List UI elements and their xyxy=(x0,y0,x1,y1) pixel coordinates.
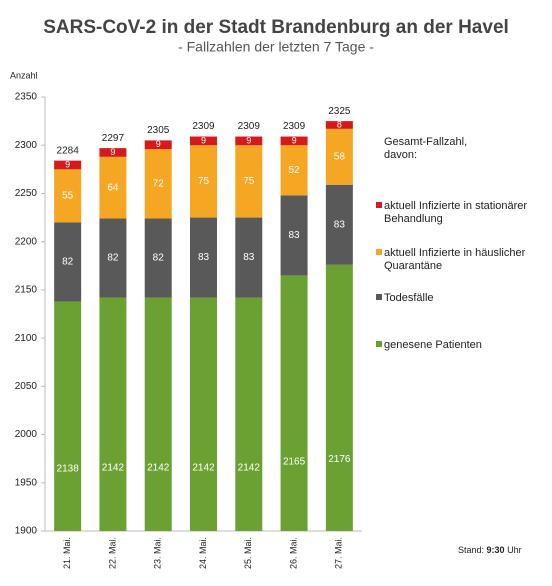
legend-label: genesene Patienten xyxy=(384,339,482,351)
legend-swatch xyxy=(376,294,382,300)
data-label: 82 xyxy=(62,257,74,268)
bar-segment xyxy=(99,297,127,531)
footnote-suffix: Uhr xyxy=(507,545,522,555)
data-label: 9 xyxy=(246,135,251,145)
bar-segment xyxy=(280,145,308,196)
data-label: 64 xyxy=(107,182,119,193)
y-tick-label: 2350 xyxy=(15,92,38,103)
data-label: 2142 xyxy=(238,463,261,474)
footnote-prefix: Stand: xyxy=(458,545,484,555)
data-label: 2165 xyxy=(283,457,306,468)
data-label: 2176 xyxy=(328,454,351,465)
data-label: 52 xyxy=(289,165,301,176)
y-tick-label: 2000 xyxy=(15,429,38,440)
data-label: 9 xyxy=(156,139,161,149)
x-tick-label: 25. Mai. xyxy=(243,537,253,569)
legend-label: aktuell Infizierte in häuslicher Quarant… xyxy=(384,247,526,272)
bar-segment xyxy=(280,275,308,531)
bar-segment xyxy=(235,136,263,146)
total-label: 2284 xyxy=(57,145,80,156)
data-label: 75 xyxy=(198,176,210,187)
bar-segment xyxy=(144,140,172,150)
bar-segment xyxy=(54,222,82,302)
bar-segment xyxy=(54,169,82,223)
bar-segment xyxy=(99,218,127,298)
x-tick-label: 22. Mai. xyxy=(107,537,117,569)
legend-swatch xyxy=(376,202,382,208)
data-label: 83 xyxy=(243,252,255,263)
y-tick-label: 1950 xyxy=(15,477,38,488)
x-tick-label: 21. Mai. xyxy=(62,537,72,569)
bar-segment xyxy=(99,156,127,219)
x-tick-label: 26. Mai. xyxy=(288,537,298,569)
data-label: 83 xyxy=(198,252,210,263)
data-label: 58 xyxy=(334,151,346,162)
total-label: 2305 xyxy=(147,125,170,136)
bar-segment xyxy=(144,297,172,531)
bar-segment xyxy=(235,145,263,218)
data-label: 9 xyxy=(110,147,115,157)
bar-segment xyxy=(325,128,353,185)
data-label: 72 xyxy=(153,178,165,189)
footnote: Stand: 9:30 Uhr xyxy=(458,545,522,555)
bar-segment xyxy=(190,136,217,146)
x-tick-label: 27. Mai. xyxy=(334,537,344,569)
legend-swatch xyxy=(376,249,382,255)
bar-segment xyxy=(235,297,263,531)
bar-segment xyxy=(190,217,217,298)
bar-segment xyxy=(280,195,308,276)
y-tick-label: 2200 xyxy=(15,236,38,247)
total-label: 2325 xyxy=(328,106,351,117)
footnote-time: 9:30 xyxy=(487,545,505,555)
data-label: 55 xyxy=(62,190,74,201)
x-tick-label: 23. Mai. xyxy=(153,537,163,569)
bar-segment xyxy=(325,184,353,265)
data-label: 2142 xyxy=(147,463,170,474)
legend-swatch xyxy=(376,341,382,347)
data-label: 82 xyxy=(153,253,165,264)
bar-segment xyxy=(54,160,82,170)
legend-title: Gesamt-Fallzahl, davon: xyxy=(384,136,468,161)
total-label: 2309 xyxy=(283,121,306,132)
bar-segment xyxy=(54,301,82,531)
data-label: 2138 xyxy=(57,464,80,475)
bar-segment xyxy=(235,217,263,298)
data-label: 9 xyxy=(292,135,297,145)
data-label: 75 xyxy=(243,176,255,187)
total-label: 2309 xyxy=(238,121,261,132)
data-label: 2142 xyxy=(192,463,215,474)
bar-segment xyxy=(99,148,127,157)
bar-segment xyxy=(325,121,353,129)
chart-title: SARS-CoV-2 in der Stadt Brandenburg an d… xyxy=(43,17,509,38)
y-tick-label: 2150 xyxy=(15,285,38,296)
total-label: 2297 xyxy=(102,133,125,144)
x-tick-label: 24. Mai. xyxy=(198,537,208,569)
bar-segment xyxy=(325,264,353,531)
bar-segment xyxy=(144,149,172,219)
y-tick-label: 1900 xyxy=(15,526,38,537)
bar-segment xyxy=(280,136,308,146)
data-label: 83 xyxy=(289,230,301,241)
data-label: 9 xyxy=(201,135,206,145)
bar-segment xyxy=(190,145,217,218)
y-axis-label: Anzahl xyxy=(10,70,38,80)
total-label: 2309 xyxy=(192,121,215,132)
data-label: 2142 xyxy=(102,463,125,474)
bar-segment xyxy=(190,297,217,531)
y-tick-label: 2050 xyxy=(15,381,38,392)
data-label: 9 xyxy=(65,159,70,169)
legend-label: aktuell Infizierte in stationärer Behand… xyxy=(384,200,528,225)
data-label: 8 xyxy=(337,119,342,129)
chart-subtitle: - Fallzahlen der letzten 7 Tage - xyxy=(178,39,374,55)
y-tick-label: 2100 xyxy=(15,333,38,344)
y-tick-label: 2250 xyxy=(15,188,38,199)
legend-label: Todesfälle xyxy=(384,292,434,304)
data-label: 83 xyxy=(334,219,346,230)
bar-segment xyxy=(144,218,172,298)
y-tick-label: 2300 xyxy=(15,140,38,151)
data-label: 82 xyxy=(107,253,119,264)
